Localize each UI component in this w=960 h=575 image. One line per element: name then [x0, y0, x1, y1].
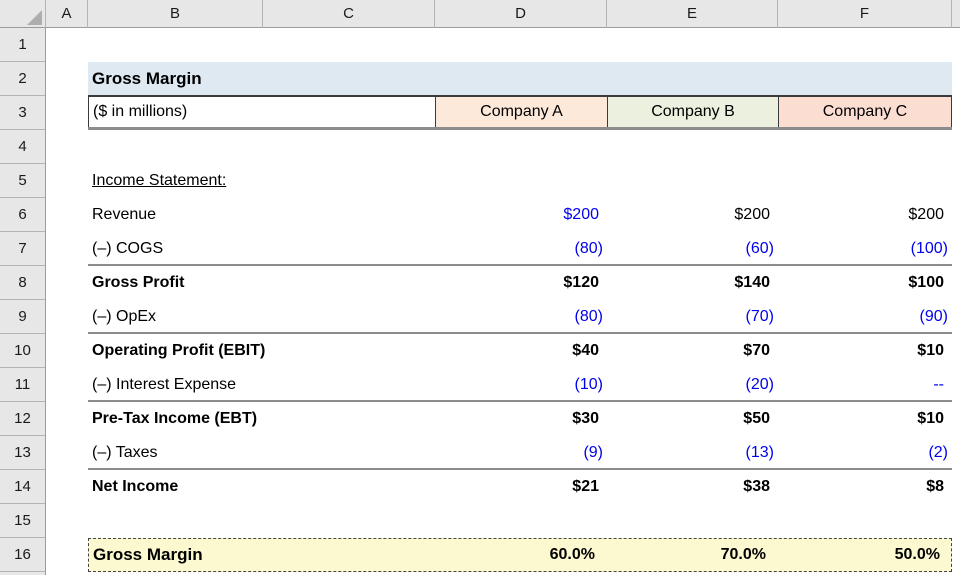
cell-B6[interactable]: Revenue: [92, 206, 157, 223]
column-header-strip: A B C D E F: [0, 0, 960, 28]
row-header-13[interactable]: 13: [0, 436, 45, 470]
table-row-gross-profit: Gross Profit $120 $140 $100: [88, 266, 952, 300]
cell-B5-section-heading[interactable]: Income Statement:: [88, 164, 952, 198]
cell-D6[interactable]: $200: [563, 206, 599, 223]
cell-B7[interactable]: (–) COGS: [92, 240, 164, 257]
cell-B12[interactable]: Pre-Tax Income (EBT): [92, 410, 258, 427]
cell-B14[interactable]: Net Income: [92, 478, 179, 495]
cell-F9[interactable]: (90): [919, 308, 948, 325]
cell-E6[interactable]: $200: [734, 206, 770, 223]
row-header-1[interactable]: 1: [0, 28, 45, 62]
row-header-8[interactable]: 8: [0, 266, 45, 300]
table-row-net-income: Net Income $21 $38 $8: [88, 470, 952, 504]
row-header-strip: 1 2 3 4 5 6 7 8 9 10 11 12 13 14 15 16: [0, 28, 46, 575]
table-row-opex: (–) OpEx (80) (70) (90): [88, 300, 952, 334]
cell-D16[interactable]: 60.0%: [549, 546, 595, 563]
row-header-11[interactable]: 11: [0, 368, 45, 402]
cell-B9[interactable]: (–) OpEx: [92, 308, 157, 325]
cell-B3-units[interactable]: ($ in millions): [88, 97, 435, 127]
cell-E16[interactable]: 70.0%: [720, 546, 766, 563]
row-header-7[interactable]: 7: [0, 232, 45, 266]
cell-E3-company-b-header[interactable]: Company B: [607, 97, 778, 127]
cell-D13[interactable]: (9): [583, 444, 603, 461]
cell-B16[interactable]: Gross Margin: [93, 545, 203, 564]
cell-B10[interactable]: Operating Profit (EBIT): [92, 342, 266, 359]
row-header-12[interactable]: 12: [0, 402, 45, 436]
column-header-c[interactable]: C: [263, 0, 435, 28]
cell-B13[interactable]: (–) Taxes: [92, 444, 158, 461]
cell-E10[interactable]: $70: [743, 342, 770, 359]
table-row-taxes: (–) Taxes (9) (13) (2): [88, 436, 952, 470]
cell-B2-title[interactable]: Gross Margin: [88, 62, 952, 97]
cell-F11[interactable]: --: [933, 376, 944, 393]
table-row-gross-margin-summary: Gross Margin 60.0% 70.0% 50.0%: [88, 538, 952, 572]
table-row-ebit: Operating Profit (EBIT) $40 $70 $10: [88, 334, 952, 368]
cell-D8[interactable]: $120: [563, 274, 599, 291]
cell-F14[interactable]: $8: [926, 478, 944, 495]
row-header-4[interactable]: 4: [0, 130, 45, 164]
table-row-cogs: (–) COGS (80) (60) (100): [88, 232, 952, 266]
cell-E9[interactable]: (70): [745, 308, 774, 325]
cell-F3-company-c-header[interactable]: Company C: [778, 97, 952, 127]
column-header-d[interactable]: D: [435, 0, 607, 28]
cell-E12[interactable]: $50: [743, 410, 770, 427]
cell-D14[interactable]: $21: [572, 478, 599, 495]
cell-F13[interactable]: (2): [928, 444, 948, 461]
column-header-e[interactable]: E: [607, 0, 778, 28]
cell-F7[interactable]: (100): [910, 240, 948, 257]
cell-E8[interactable]: $140: [734, 274, 770, 291]
cell-F6[interactable]: $200: [908, 206, 944, 223]
row-header-15[interactable]: 15: [0, 504, 45, 538]
row-header-10[interactable]: 10: [0, 334, 45, 368]
cell-E13[interactable]: (13): [745, 444, 774, 461]
row-header-3[interactable]: 3: [0, 96, 45, 130]
column-header-a[interactable]: A: [46, 0, 88, 28]
cell-D12[interactable]: $30: [572, 410, 599, 427]
column-header-b[interactable]: B: [88, 0, 263, 28]
cell-D3-company-a-header[interactable]: Company A: [435, 97, 607, 127]
cell-E14[interactable]: $38: [743, 478, 770, 495]
table-row-interest: (–) Interest Expense (10) (20) --: [88, 368, 952, 402]
row-header-9[interactable]: 9: [0, 300, 45, 334]
cell-F16[interactable]: 50.0%: [894, 546, 940, 563]
cell-E11[interactable]: (20): [745, 376, 774, 393]
row-header-6[interactable]: 6: [0, 198, 45, 232]
column-header-f[interactable]: F: [778, 0, 952, 28]
cell-F12[interactable]: $10: [917, 410, 944, 427]
select-all-button[interactable]: [0, 0, 46, 28]
header-bottom-border: [88, 127, 952, 130]
cell-D11[interactable]: (10): [574, 376, 603, 393]
row-header-5[interactable]: 5: [0, 164, 45, 198]
cell-B8[interactable]: Gross Profit: [92, 274, 185, 291]
cell-D9[interactable]: (80): [574, 308, 603, 325]
table-row-ebt: Pre-Tax Income (EBT) $30 $50 $10: [88, 402, 952, 436]
cell-F8[interactable]: $100: [908, 274, 944, 291]
row-header-14[interactable]: 14: [0, 470, 45, 504]
cell-D10[interactable]: $40: [572, 342, 599, 359]
cell-E7[interactable]: (60): [745, 240, 774, 257]
row-header-2[interactable]: 2: [0, 62, 45, 96]
row-header-16[interactable]: 16: [0, 538, 45, 572]
cell-F10[interactable]: $10: [917, 342, 944, 359]
section-heading-text: Income Statement:: [92, 172, 227, 189]
select-all-triangle-icon: [27, 10, 42, 25]
table-row-revenue: Revenue $200 $200 $200: [88, 198, 952, 232]
cell-B11[interactable]: (–) Interest Expense: [92, 376, 237, 393]
cell-D7[interactable]: (80): [574, 240, 603, 257]
